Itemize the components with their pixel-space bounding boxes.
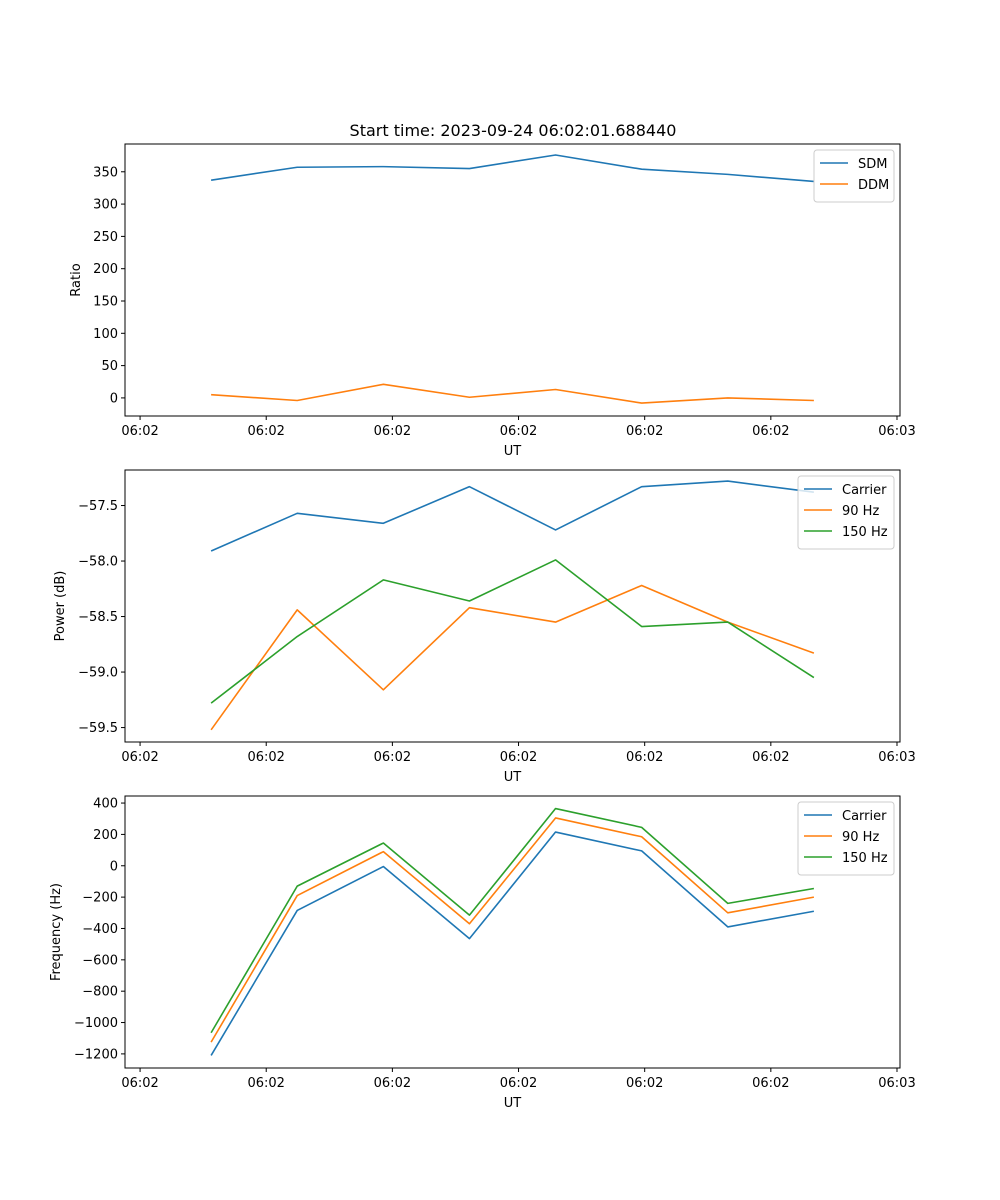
y-tick-label: 400 [93, 797, 118, 812]
series-line-sdm [210, 154, 814, 183]
x-tick-label: 06:02 [500, 1076, 537, 1091]
panel-1: 06:02 06:02 06:02 06:02 06:02 06:02 06:03 0 50 10… [69, 143, 916, 459]
legend-entry: Carrier [842, 483, 887, 498]
y-tick-label: 100 [93, 327, 118, 342]
y-tick-label: 0 [110, 859, 118, 874]
x-tick-label: 06:02 [374, 750, 411, 765]
x-tick-label: 06:02 [752, 424, 789, 439]
y-tick-label: 50 [101, 359, 118, 374]
y-tick-label: −1000 [74, 1016, 118, 1031]
x-tick-label: 06:02 [247, 1076, 284, 1091]
axes-frame [124, 143, 901, 417]
series-line-150-hz [210, 559, 815, 704]
legend-entry: 90 Hz [842, 830, 879, 845]
x-tick-label: 06:02 [626, 750, 663, 765]
y-tick-label: 300 [93, 198, 118, 213]
y-tick-label: −600 [82, 953, 118, 968]
x-axis-label: UT [504, 1096, 522, 1111]
legend-entry: SDM [858, 157, 887, 172]
axes-frame [124, 795, 901, 1069]
y-axis-label: Frequency (Hz) [49, 883, 64, 981]
y-tick-label: −1200 [74, 1047, 118, 1062]
series-line-90-hz [210, 817, 815, 1043]
x-tick-label: 06:02 [121, 424, 158, 439]
x-tick-label: 06:02 [500, 750, 537, 765]
x-tick-label: 06:02 [626, 1076, 663, 1091]
y-tick-label: −57.5 [78, 499, 118, 514]
x-tick-label: 06:02 [752, 750, 789, 765]
x-tick-label: 06:02 [500, 424, 537, 439]
axes-frame [124, 469, 901, 743]
legend-entry: 150 Hz [842, 525, 888, 540]
y-tick-label: 250 [93, 230, 118, 245]
series-line-90-hz [210, 584, 815, 731]
series-line-150-hz [210, 807, 815, 1034]
x-tick-label: 06:02 [247, 424, 284, 439]
panel-3: 06:02 06:02 06:02 06:02 06:02 06:02 06:03 −1200… [49, 795, 916, 1111]
x-tick-label: 06:02 [247, 750, 284, 765]
y-axis-label: Power (dB) [53, 571, 68, 642]
x-tick-label: 06:02 [121, 1076, 158, 1091]
y-tick-label: −59.0 [78, 666, 118, 681]
series-line-carrier [210, 480, 814, 552]
figure-title: Start time: 2023-09-24 06:02:01.688440 [350, 121, 677, 140]
y-tick-label: −58.0 [78, 555, 118, 570]
x-tick-label: 06:02 [752, 1076, 789, 1091]
y-tick-label: −800 [82, 985, 118, 1000]
y-tick-label: 0 [110, 391, 118, 406]
legend-entry: DDM [858, 178, 889, 193]
panel-2: 06:02 06:02 06:02 06:02 06:02 06:02 06:03 −59.5… [53, 469, 916, 785]
y-tick-label: 200 [93, 262, 118, 277]
legend-entry: 90 Hz [842, 504, 879, 519]
y-tick-label: 200 [93, 828, 118, 843]
x-tick-label: 06:03 [878, 424, 915, 439]
legend-entry: 150 Hz [842, 851, 888, 866]
x-tick-label: 06:02 [121, 750, 158, 765]
y-tick-label: −58.5 [78, 610, 118, 625]
x-axis-label: UT [504, 770, 522, 785]
legend-entry: Carrier [842, 809, 887, 824]
x-axis-label: UT [504, 444, 522, 459]
y-axis-label: Ratio [69, 263, 84, 296]
y-tick-label: 150 [93, 294, 118, 309]
series-line-carrier [210, 831, 815, 1056]
series-line-ddm [211, 383, 814, 404]
x-tick-label: 06:03 [878, 1076, 915, 1091]
x-tick-label: 06:02 [626, 424, 663, 439]
x-tick-label: 06:02 [374, 424, 411, 439]
y-tick-label: −59.5 [78, 721, 118, 736]
y-tick-label: −400 [82, 922, 118, 937]
chart-panels: 06:02 06:02 06:02 06:02 06:02 06:02 06:03 0 50 10… [49, 143, 916, 1111]
x-tick-label: 06:02 [374, 1076, 411, 1091]
y-tick-label: −200 [82, 891, 118, 906]
x-tick-label: 06:03 [878, 750, 915, 765]
y-tick-label: 350 [93, 165, 118, 180]
